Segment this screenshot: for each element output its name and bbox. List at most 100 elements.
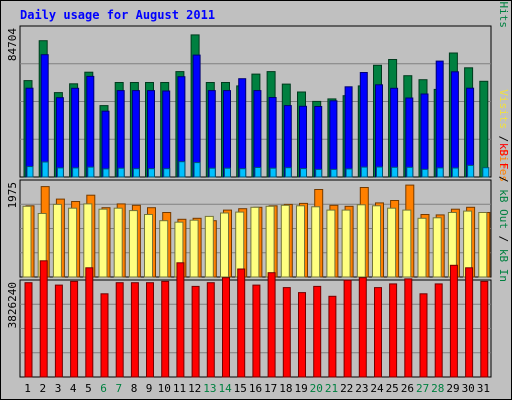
bar-visits: Visits 23: 1500 bbox=[356, 204, 366, 278]
chart-title: Daily usage for August 2011 bbox=[20, 8, 215, 22]
series-pages: Pages 1: 5900 Pages 2: 8500 Pages 3: 5200 P… bbox=[26, 161, 490, 178]
bar-files: Files 13: 49100 bbox=[207, 90, 216, 178]
bar-visits: Visits 28: 1230 bbox=[432, 217, 442, 278]
bar-visits: Visits 30: 1370 bbox=[463, 210, 473, 278]
bar-pages: Pages 31: 5300 bbox=[482, 167, 490, 178]
bar-visits: Visits 15: 1350 bbox=[235, 211, 245, 278]
x-tick-label: 4 bbox=[70, 382, 77, 395]
bar-pages: Pages 25: 5500 bbox=[391, 166, 399, 178]
bar-visits: Visits 18: 1490 bbox=[280, 204, 290, 278]
x-tick-label: 26 bbox=[401, 382, 414, 395]
bar-kb-f: kB F 3: 3700000 bbox=[54, 284, 63, 378]
bar-visits: Visits 4: 1430 bbox=[68, 207, 78, 278]
bar-files: Files 16: 49100 bbox=[253, 90, 262, 178]
panel-legend: Pages / Files / Hits bbox=[497, 0, 510, 28]
bar-kb-f: kB F 12: 3650000 bbox=[191, 285, 200, 378]
bar-kb-f: kB F 15: 4350000 bbox=[237, 268, 246, 378]
bar-visits: Visits 26: 1390 bbox=[402, 209, 412, 278]
bar-kb-f: kB F 11: 4600000 bbox=[176, 262, 185, 378]
x-tick-label: 13 bbox=[203, 382, 216, 395]
bar-pages: Pages 8: 4700 bbox=[132, 168, 140, 178]
bar-files: Files 10: 48900 bbox=[162, 90, 171, 178]
bar-files: Files 30: 50500 bbox=[466, 87, 475, 178]
bar-visits: Visits 25: 1430 bbox=[387, 207, 397, 278]
bar-kb-f: kB F 9: 3800000 bbox=[146, 282, 154, 378]
x-tick-label: 17 bbox=[264, 382, 277, 395]
bar-pages: Pages 13: 5000 bbox=[208, 167, 216, 178]
bar-kb-f: kB F 21: 3250000 bbox=[328, 295, 337, 378]
bar-files: Files 2: 69500 bbox=[40, 54, 49, 178]
bar-visits: Visits 27: 1220 bbox=[417, 217, 427, 278]
bar-pages: Pages 24: 5700 bbox=[376, 166, 383, 178]
bar-kb-f: kB F 6: 3350000 bbox=[100, 293, 109, 378]
bar-visits: Visits 21: 1390 bbox=[326, 209, 336, 278]
x-tick-label: 27 bbox=[416, 382, 429, 395]
bar-pages: Pages 9: 4700 bbox=[148, 168, 155, 178]
bar-files: Files 5: 57200 bbox=[86, 75, 95, 178]
bar-files: Files 25: 50400 bbox=[390, 87, 399, 178]
bar-pages: Pages 3: 5200 bbox=[56, 167, 64, 178]
bar-pages: Pages 10: 4700 bbox=[163, 168, 171, 178]
bar-files: Files 17: 45200 bbox=[268, 97, 277, 178]
bar-files: Files 14: 49100 bbox=[223, 90, 231, 178]
panel-max-label: 1975 bbox=[6, 182, 19, 209]
bar-visits: Visits 3: 1510 bbox=[52, 203, 62, 278]
bar-files: Files 1: 50500 bbox=[25, 87, 34, 178]
legend-text: kB In bbox=[497, 249, 510, 282]
bar-kb-f: kB F 1: 3800000 bbox=[24, 282, 33, 378]
bar-pages: Pages 22: 4600 bbox=[345, 168, 353, 178]
series-kb-f: kB F 1: 3800000 kB F 2: 4680000 kB F 3: 37… bbox=[24, 260, 489, 378]
bar-kb-f: kB F 20: 3650000 bbox=[313, 285, 322, 378]
bar-kb-f: kB F 18: 3600000 bbox=[282, 287, 291, 378]
x-tick-label: 25 bbox=[386, 382, 399, 395]
bar-files: Files 26: 44900 bbox=[405, 97, 414, 178]
bar-files: Files 27: 47200 bbox=[420, 93, 429, 178]
bar-kb-f: kB F 19: 3400000 bbox=[298, 292, 306, 378]
x-tick-label: 14 bbox=[218, 382, 232, 395]
bar-visits: Visits 7: 1430 bbox=[113, 207, 123, 278]
panel-max-label: 84704 bbox=[6, 28, 19, 61]
bar-pages: Pages 21: 4300 bbox=[330, 168, 338, 178]
x-tick-label: 12 bbox=[188, 382, 201, 395]
series-files: Files 1: 50500 Files 2: 69500 Files 3: 451… bbox=[25, 54, 475, 178]
chart-panels: 84704Pages / Files / HitsHits 1: 54800Hi… bbox=[6, 0, 510, 378]
panel-max-label: 3826240 bbox=[6, 282, 19, 328]
bar-pages: Pages 29: 5100 bbox=[451, 167, 459, 178]
bar-files: Files 9: 49100 bbox=[147, 90, 155, 178]
bar-pages: Pages 30: 6600 bbox=[467, 164, 475, 178]
bar-pages: Pages 1: 5900 bbox=[26, 166, 34, 178]
bar-files: Files 3: 45100 bbox=[55, 97, 64, 178]
bar-pages: Pages 28: 5200 bbox=[436, 167, 444, 178]
bar-files: Files 7: 49100 bbox=[116, 90, 125, 178]
x-tick-label: 30 bbox=[462, 382, 475, 395]
bar-visits: Visits 8: 1380 bbox=[128, 210, 138, 278]
bar-visits: Visits 19: 1480 bbox=[296, 205, 305, 278]
legend-text: / bbox=[497, 0, 510, 2]
bar-visits: Visits 17: 1470 bbox=[265, 205, 275, 278]
legend-text: / bbox=[497, 169, 510, 189]
bar-kb-f: kB F 23: 4000000 bbox=[358, 277, 367, 378]
bar-files: Files 23: 59400 bbox=[359, 72, 368, 178]
x-tick-label: 8 bbox=[131, 382, 138, 395]
bar-kb-f: kB F 13: 3800000 bbox=[206, 282, 215, 378]
legend-text: Sites bbox=[497, 149, 510, 182]
bar-kb-f: kB F 14: 4000000 bbox=[222, 277, 230, 378]
bar-files: Files 12: 69300 bbox=[192, 54, 201, 178]
bar-pages: Pages 26: 5500 bbox=[406, 166, 414, 178]
bar-files: Files 19: 40200 bbox=[299, 105, 307, 178]
bar-files: Files 20: 40100 bbox=[314, 106, 323, 178]
bar-kb-f: kB F 16: 3700000 bbox=[252, 284, 261, 378]
x-tick-label: 9 bbox=[146, 382, 153, 395]
x-tick-label: 29 bbox=[446, 382, 459, 395]
bar-pages: Pages 5: 5600 bbox=[87, 166, 95, 178]
x-tick-label: 19 bbox=[294, 382, 307, 395]
bar-pages: Pages 16: 5400 bbox=[254, 167, 262, 178]
x-tick-label: 2 bbox=[39, 382, 46, 395]
bar-pages: Pages 27: 4300 bbox=[421, 168, 429, 178]
bar-kb-f: kB F 30: 4400000 bbox=[465, 267, 474, 378]
bar-visits: Visits 20: 1460 bbox=[311, 206, 321, 278]
x-tick-label: 7 bbox=[115, 382, 122, 395]
bar-kb-f: kB F 17: 4200000 bbox=[267, 272, 276, 378]
legend-text: kB F bbox=[497, 143, 510, 170]
bar-visits: Visits 9: 1300 bbox=[144, 214, 153, 278]
